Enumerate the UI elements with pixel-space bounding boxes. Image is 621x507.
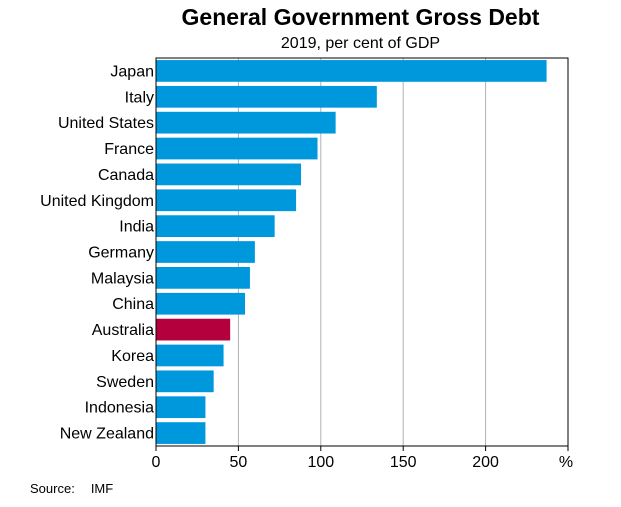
bar-united-kingdom [156,189,297,212]
category-label: Canada [98,167,154,184]
x-tick-label: 200 [472,454,499,471]
bar-malaysia [156,267,250,289]
x-tick-label: 100 [307,454,334,471]
source-note: Source: IMF [30,481,113,496]
category-labels: Japan Italy United States France Canada Unite… [40,63,154,442]
category-label: United Kingdom [40,193,154,210]
category-label: New Zealand [60,426,154,443]
chart-subtitle: 2019, per cent of GDP [280,35,441,52]
bar-france [156,137,318,160]
category-label: Korea [111,348,154,365]
bar-canada [156,163,302,186]
category-label: Sweden [96,374,154,391]
bar-australia [156,318,231,341]
bar-united-states [156,111,336,134]
bar-japan [156,60,547,82]
x-tick-label: 50 [230,454,248,471]
bar-china [156,292,245,315]
category-label: France [104,141,154,158]
x-tick-label: 0 [152,454,161,471]
bar-korea [156,344,224,367]
chart-title: General Government Gross Debt [181,4,540,30]
category-label: India [119,219,154,236]
x-tick-label: 150 [390,454,417,471]
category-label: Australia [92,322,154,339]
bar-indonesia [156,396,206,419]
bars [156,60,547,444]
category-label: Japan [110,63,154,80]
bar-germany [156,241,255,263]
category-label: Italy [125,89,154,106]
source-value: IMF [90,481,114,496]
category-label: Malaysia [91,270,154,287]
category-label: Germany [88,245,154,262]
bar-new-zealand [156,422,206,444]
category-label: United States [58,115,154,132]
bar-italy [156,85,377,108]
source-label: Source: [30,481,75,496]
bar-india [156,215,275,237]
x-unit-label: % [559,454,573,471]
category-label: Indonesia [85,400,154,417]
bar-sweden [156,370,214,393]
plot-frame [155,57,569,447]
category-label: China [112,296,154,313]
x-axis-ticks: 0 50 100 150 200% [152,446,573,471]
